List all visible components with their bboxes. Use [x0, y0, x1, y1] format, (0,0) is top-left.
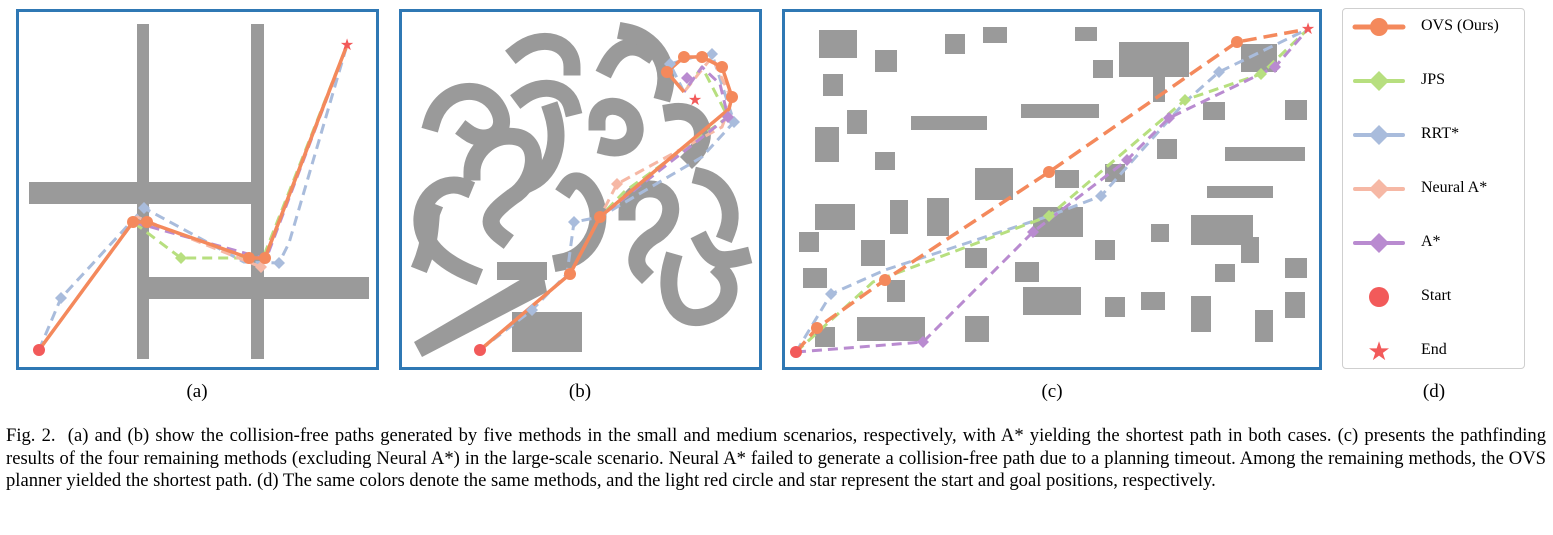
obstacles-b: [410, 21, 753, 327]
legend-label-ovs: OVS (Ours): [1421, 17, 1499, 34]
legend-label-end: End: [1421, 341, 1447, 358]
end-marker-b: ★: [688, 92, 702, 109]
start-marker-a: [33, 344, 45, 356]
panel-a-plot: ★: [29, 24, 369, 359]
panel-a-label: (a): [186, 381, 208, 402]
path-jps-c: [794, 27, 1310, 354]
legend: ★ OVS (Ours) JPS RRT* Neural A* A* Start…: [1342, 8, 1525, 369]
legend-label-jps: JPS: [1421, 71, 1446, 88]
legend-markers: ★: [1352, 18, 1406, 366]
panel-a: ★: [16, 9, 379, 370]
panel-b-plot: ★: [410, 21, 753, 357]
figure-caption: Fig. 2. (a) and (b) show the collision-f…: [6, 425, 1546, 493]
svg-text:★: ★: [1367, 337, 1390, 366]
panel-c-label: (c): [1041, 381, 1063, 402]
start-marker-b: [474, 344, 486, 356]
panel-b-label: (b): [568, 381, 592, 402]
panel-c-plot: ★: [790, 21, 1315, 358]
legend-label-neural-astar: Neural A*: [1421, 179, 1488, 196]
obstacles-c: [799, 27, 1307, 347]
markers-a: ★: [33, 37, 354, 356]
path-ovs-a: [37, 44, 349, 352]
legend-label-rrt: RRT*: [1421, 125, 1460, 142]
panel-b: ★: [399, 9, 762, 370]
markers-c: ★: [790, 21, 1315, 358]
end-marker-c: ★: [1301, 21, 1315, 38]
legend-label-astar: A*: [1421, 233, 1441, 250]
path-rrt-c: [794, 27, 1309, 353]
obstacles-a: [29, 24, 369, 359]
markers-b: ★: [474, 48, 740, 356]
start-marker-c: [790, 346, 802, 358]
figure-number: Fig. 2.: [6, 425, 56, 446]
legend-label-start: Start: [1421, 287, 1452, 304]
caption-text: (a) and (b) show the collision-free path…: [6, 425, 1546, 491]
panel-c: ★: [782, 9, 1322, 370]
end-marker-a: ★: [340, 37, 354, 54]
panel-d-label: (d): [1422, 381, 1446, 402]
